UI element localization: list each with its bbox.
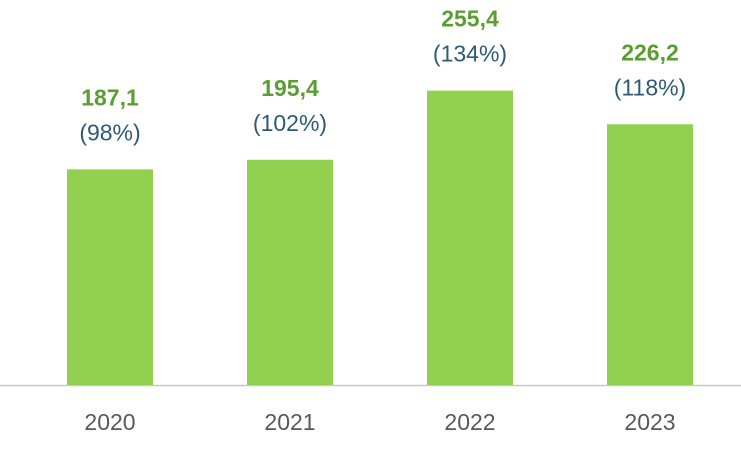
bar	[607, 124, 693, 385]
share-label: (118%)	[614, 74, 686, 100]
value-label: 226,2	[621, 39, 679, 65]
value-label: 255,4	[441, 6, 499, 32]
x-tick-label: 2023	[624, 409, 675, 435]
bar	[247, 159, 333, 385]
bar	[427, 90, 513, 385]
x-tick-label: 2021	[264, 409, 315, 435]
share-label: (134%)	[433, 41, 507, 67]
share-label: (98%)	[79, 119, 140, 145]
value-label: 195,4	[261, 75, 319, 101]
value-label: 187,1	[81, 84, 139, 110]
bar	[67, 169, 153, 385]
x-tick-label: 2020	[84, 409, 135, 435]
share-label: (102%)	[253, 110, 327, 136]
x-tick-label: 2022	[444, 409, 495, 435]
